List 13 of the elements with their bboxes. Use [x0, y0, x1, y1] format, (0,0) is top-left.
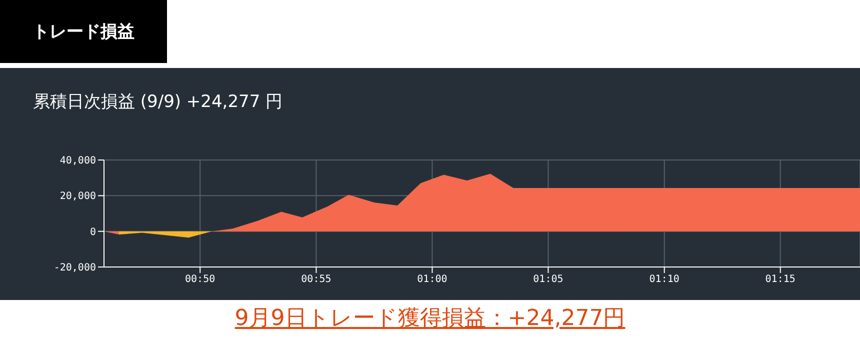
chart-subtitle: 累積日次損益 (9/9) +24,277 円	[33, 91, 283, 113]
y-tick-label: 40,000	[60, 156, 96, 167]
y-tick-label: -20,000	[54, 262, 96, 274]
chart-title: トレード損益	[0, 0, 167, 63]
y-tick-label: 0	[90, 226, 96, 238]
text: 9月9日トレード獲得損益：+24,277円	[234, 305, 626, 333]
x-tick-label: 01:10	[649, 274, 680, 286]
x-tick-label: 00:50	[185, 274, 216, 286]
x-tick-label: 01:05	[533, 274, 564, 286]
x-tick-label: 01:00	[417, 274, 448, 286]
y-tick-label: 20,000	[60, 191, 96, 202]
x-tick-label: 00:55	[301, 274, 332, 286]
x-tick-label: 01:15	[765, 274, 796, 286]
